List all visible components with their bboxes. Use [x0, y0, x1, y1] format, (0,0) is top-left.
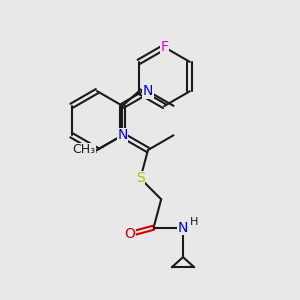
Text: N: N [178, 221, 188, 235]
Text: N: N [117, 128, 128, 142]
Text: CH₃: CH₃ [72, 143, 95, 157]
Text: F: F [160, 40, 168, 54]
Text: N: N [143, 84, 153, 98]
Text: S: S [136, 171, 145, 185]
Text: O: O [124, 227, 135, 241]
Text: H: H [190, 218, 198, 227]
